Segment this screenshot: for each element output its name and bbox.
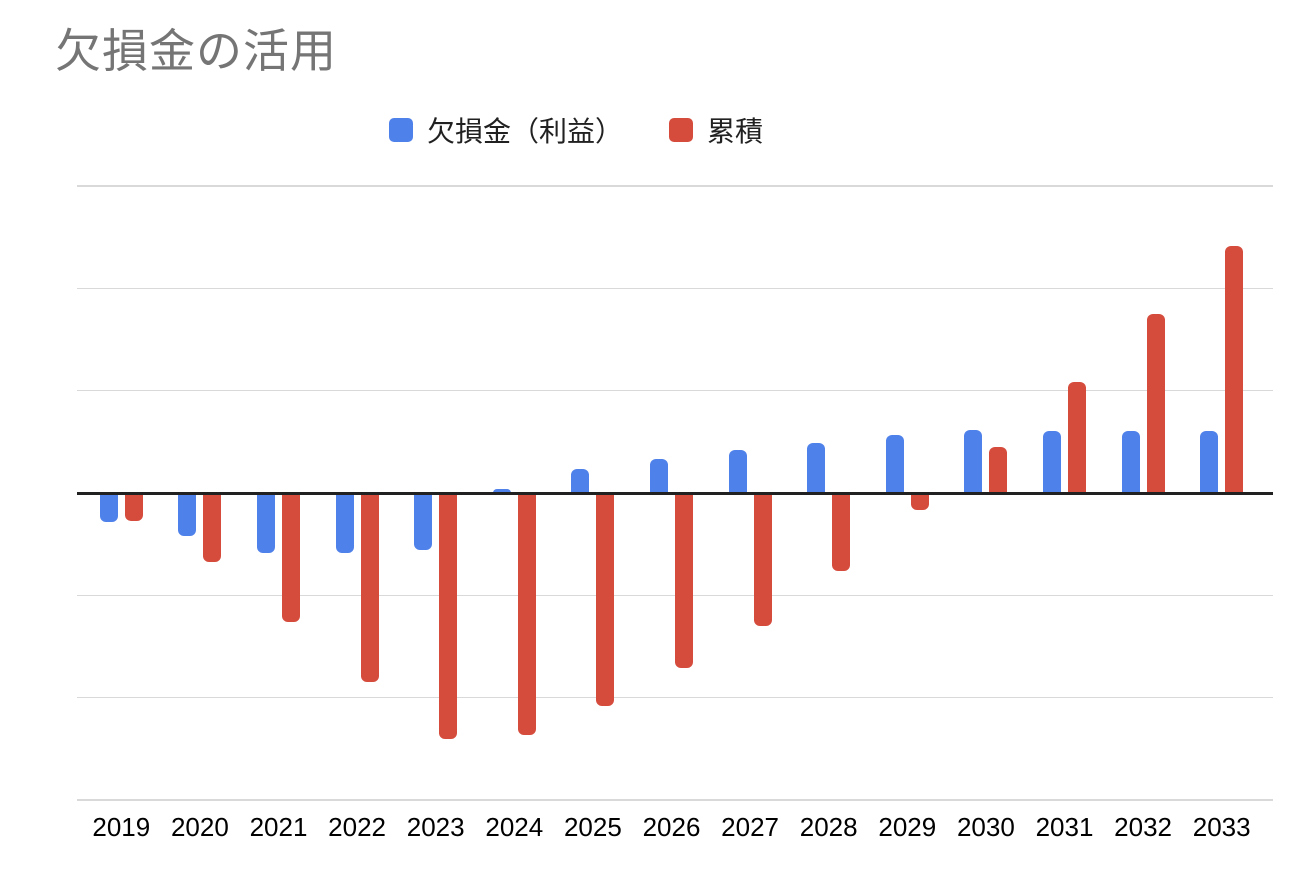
bar-ruiseki-2029[interactable]: [910, 493, 929, 511]
bar-ruiseki-2023[interactable]: [439, 493, 458, 739]
bar-ruiseki-2032[interactable]: [1146, 313, 1165, 493]
plot-area: [77, 185, 1273, 801]
bar-ruiseki-2024[interactable]: [517, 493, 536, 735]
legend-label-kessonkin: 欠損金（利益）: [427, 116, 624, 147]
x-label-2027: 2027: [721, 812, 780, 842]
gridline: [77, 696, 1273, 699]
bar-kessonkin-2022[interactable]: [335, 493, 354, 554]
bar-kessonkin-2033[interactable]: [1200, 430, 1219, 493]
gridline: [77, 185, 1273, 187]
bar-ruiseki-2030[interactable]: [989, 446, 1008, 493]
bar-kessonkin-2023[interactable]: [414, 493, 433, 551]
bar-ruiseki-2033[interactable]: [1225, 246, 1244, 493]
x-label-2022: 2022: [328, 812, 387, 842]
gridline: [77, 799, 1273, 801]
x-label-2024: 2024: [485, 812, 544, 842]
legend-item-kessonkin[interactable]: 欠損金（利益）: [389, 110, 623, 150]
x-label-2031: 2031: [1035, 812, 1094, 842]
bar-kessonkin-2032[interactable]: [1121, 430, 1140, 493]
x-label-2033: 2033: [1192, 812, 1251, 842]
bar-kessonkin-2028[interactable]: [807, 442, 826, 493]
x-label-2032: 2032: [1114, 812, 1173, 842]
series-kessonkin-swatch-icon: [389, 118, 413, 142]
bar-kessonkin-2026[interactable]: [650, 459, 668, 493]
bar-ruiseki-2026[interactable]: [675, 493, 693, 668]
bar-kessonkin-2027[interactable]: [728, 450, 747, 493]
bar-ruiseki-2022[interactable]: [360, 493, 379, 683]
x-label-2029: 2029: [878, 812, 937, 842]
bar-ruiseki-2028[interactable]: [832, 493, 851, 571]
bar-kessonkin-2030[interactable]: [964, 429, 983, 493]
zero-axis-line: [77, 491, 1273, 495]
legend-item-ruiseki[interactable]: 累積: [669, 110, 763, 150]
x-label-2025: 2025: [563, 812, 622, 842]
bar-kessonkin-2021[interactable]: [257, 493, 275, 554]
x-label-2026: 2026: [642, 812, 701, 842]
bar-kessonkin-2024[interactable]: [492, 488, 511, 493]
x-label-2030: 2030: [956, 812, 1015, 842]
chart-legend: 欠損金（利益） 累積: [389, 110, 763, 150]
gridline: [77, 389, 1273, 392]
bar-kessonkin-2019[interactable]: [99, 493, 118, 522]
bar-ruiseki-2031[interactable]: [1068, 382, 1086, 493]
legend-label-ruiseki: 累積: [707, 116, 764, 147]
x-label-2021: 2021: [249, 812, 308, 842]
x-label-2028: 2028: [799, 812, 858, 842]
x-label-2019: 2019: [92, 812, 151, 842]
x-label-2020: 2020: [170, 812, 229, 842]
bar-ruiseki-2020[interactable]: [203, 493, 222, 562]
chart-title: 欠損金の活用: [55, 25, 337, 77]
gridline: [77, 287, 1273, 290]
bar-ruiseki-2027[interactable]: [753, 493, 772, 627]
bar-ruiseki-2025[interactable]: [596, 493, 615, 706]
bar-ruiseki-2019[interactable]: [124, 493, 143, 521]
x-label-2023: 2023: [406, 812, 465, 842]
bar-ruiseki-2021[interactable]: [282, 493, 300, 622]
bar-kessonkin-2020[interactable]: [178, 493, 197, 536]
bar-kessonkin-2029[interactable]: [885, 434, 904, 493]
series-ruiseki-swatch-icon: [669, 118, 694, 142]
bar-kessonkin-2025[interactable]: [571, 469, 590, 493]
bar-kessonkin-2031[interactable]: [1043, 430, 1061, 493]
